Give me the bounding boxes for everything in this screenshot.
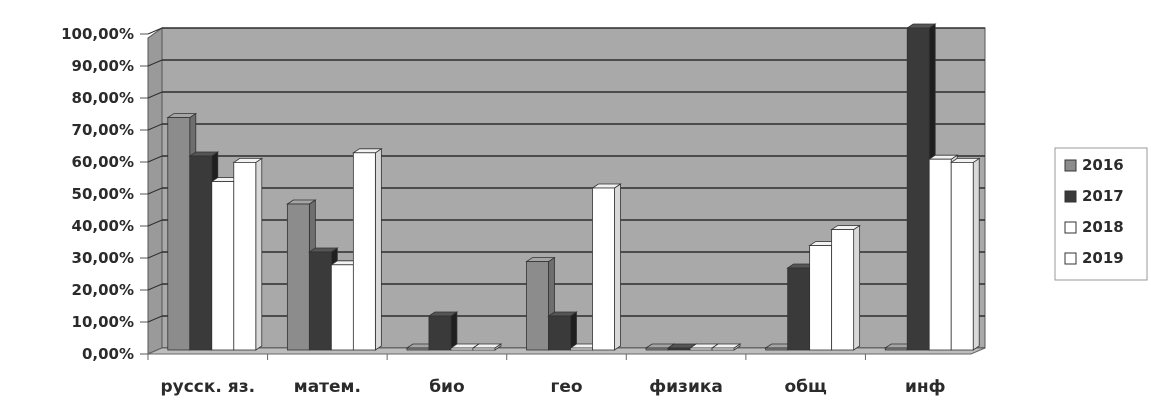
legend-label: 2016	[1082, 156, 1124, 174]
gridline-depth	[147, 27, 163, 35]
bar-front	[884, 347, 908, 351]
bar-front	[689, 347, 713, 351]
bars	[166, 23, 981, 351]
gridline-depth	[147, 283, 163, 291]
gridline-depth	[147, 155, 163, 163]
gridline-depth	[147, 315, 163, 323]
bar	[710, 343, 742, 351]
bar-front	[548, 315, 571, 351]
bar	[591, 183, 622, 351]
bar-side	[255, 157, 263, 351]
bar	[547, 311, 578, 351]
bar-side	[972, 157, 980, 351]
bar-front	[645, 347, 669, 351]
bar-side	[853, 224, 861, 351]
bar-front	[330, 264, 354, 351]
gridline-depth	[147, 219, 163, 227]
y-tick-label: 100,00%	[61, 25, 134, 43]
y-tick-label: 90,00%	[72, 57, 134, 75]
y-tick-label: 0,00%	[82, 345, 134, 363]
y-tick-label: 30,00%	[72, 249, 134, 267]
bar-side	[374, 148, 382, 351]
bar	[830, 224, 861, 351]
bar	[232, 157, 264, 351]
bar-front	[211, 181, 235, 351]
bar-front	[308, 251, 332, 351]
legend-label: 2018	[1082, 218, 1124, 236]
legend-swatch	[1064, 221, 1077, 234]
bar-front	[167, 117, 191, 351]
x-category-label: физика	[649, 377, 723, 397]
y-tick-label: 60,00%	[72, 153, 134, 171]
gridline-depth	[147, 187, 163, 195]
y-tick-label: 20,00%	[72, 281, 134, 299]
x-axis-labels: русск. яз. матем. био гео физика общ инф	[160, 377, 945, 397]
legend-swatch	[1064, 159, 1077, 172]
bar-front	[352, 152, 376, 351]
bar-front	[428, 315, 452, 351]
x-category-label: био	[429, 377, 464, 397]
bar-front	[189, 155, 213, 351]
bar-front	[928, 158, 952, 351]
legend-swatch	[1064, 252, 1077, 265]
bar-front	[592, 187, 615, 351]
x-category-label: инф	[905, 377, 946, 397]
bar-front	[233, 161, 257, 351]
bar-front	[472, 347, 496, 351]
bar-front	[570, 347, 593, 351]
y-tick-label: 40,00%	[72, 217, 134, 235]
bar	[471, 343, 503, 351]
x-category-label: общ	[784, 377, 827, 397]
bar-front	[526, 261, 549, 351]
y-tick-label: 10,00%	[72, 313, 134, 331]
y-tick-label: 70,00%	[72, 121, 134, 139]
bar-front	[406, 347, 430, 351]
bar-front	[765, 347, 789, 351]
gridline-depth	[147, 251, 163, 259]
x-category-label: русск. яз.	[160, 377, 255, 397]
legend-label: 2017	[1082, 187, 1124, 205]
legend: 2016 2017 2018 2019	[1054, 147, 1148, 281]
bar-front	[711, 347, 735, 351]
bar-front	[950, 161, 974, 351]
legend-swatch	[1064, 190, 1077, 203]
y-axis-ticks: 0,00% 10,00% 20,00% 30,00% 40,00% 50,00% 60,00…	[61, 25, 134, 363]
bar	[569, 343, 600, 351]
gridline-depth	[147, 59, 163, 67]
bar-front	[286, 203, 310, 351]
bar-front	[450, 347, 474, 351]
bar	[949, 157, 981, 351]
y-tick-label: 80,00%	[72, 89, 134, 107]
x-category-label: матем.	[294, 377, 361, 397]
bar-front	[906, 27, 930, 351]
x-category-label: гео	[550, 377, 582, 397]
bar	[427, 311, 459, 351]
y-tick-label: 50,00%	[72, 185, 134, 203]
gridline-depth	[147, 123, 163, 131]
bar-front	[787, 267, 811, 351]
bar-front	[831, 229, 855, 351]
bar-front	[809, 245, 833, 351]
gridline-depth	[147, 91, 163, 99]
bar	[352, 148, 383, 351]
bar-front	[667, 347, 691, 351]
bar-side	[614, 183, 621, 351]
legend-label: 2019	[1082, 249, 1124, 267]
